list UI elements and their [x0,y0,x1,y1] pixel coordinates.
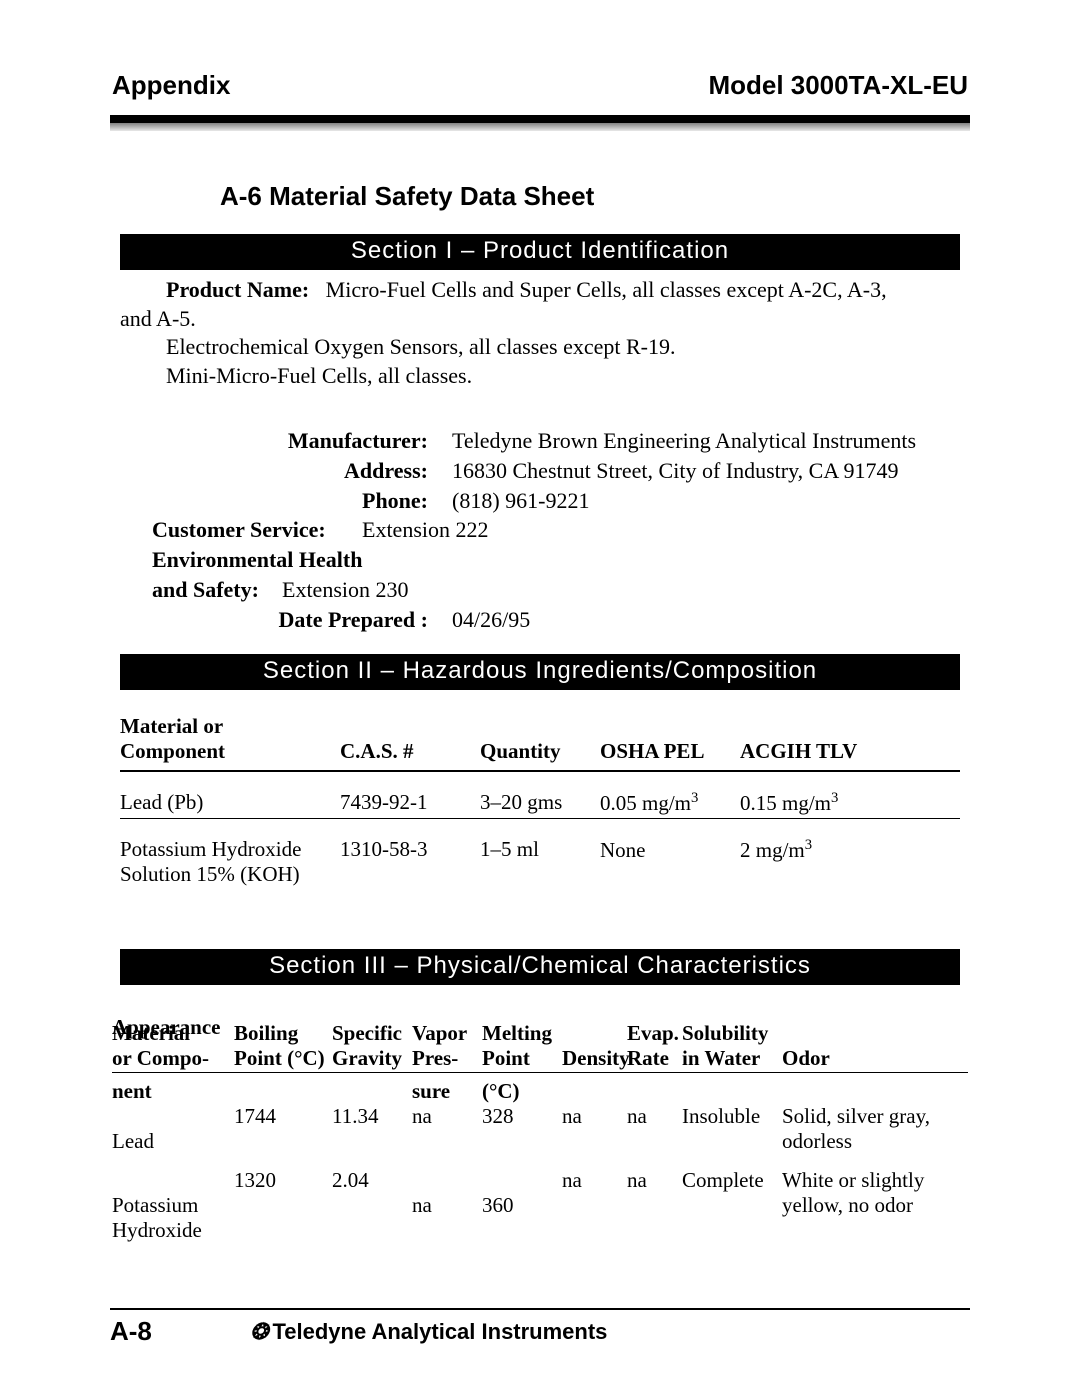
col-cas: C.A.S. # [340,739,480,764]
col-evap: Evap.Rate [627,1021,682,1071]
page-footer: A-8 ❂ Teledyne Analytical Instruments [110,1308,970,1347]
hazardous-table: Material or Component C.A.S. # Quantity … [120,714,960,889]
col-qty: Quantity [480,739,600,764]
cell: Solid, silver gray, odorless [782,1079,942,1154]
footer-rule [110,1308,970,1310]
cell-tlv: 2 mg/m3 [740,837,860,863]
phone-label: Phone: [152,486,452,516]
header-rule-gradient [110,123,970,131]
eh-label-1: Environmental Health [152,545,386,575]
hazardous-table-head: Material or Component C.A.S. # Quantity … [120,714,960,772]
cell: 360 [482,1168,562,1218]
header-left: Appendix [112,70,230,101]
product-name-text-a: Micro-Fuel Cells and Super Cells, all cl… [326,277,887,302]
cell-pel: 0.05 mg/m3 [600,790,740,816]
manufacturer-value: Teledyne Brown Engineering Analytical In… [452,426,960,456]
address-label: Address: [152,456,452,486]
cell: na [562,1079,627,1129]
section-3-bar: Section III – Physical/Chemical Characte… [120,949,960,985]
cell: Potassium Hydroxide [112,1168,234,1243]
col-gravity: SpecificGravity [332,1021,412,1071]
col-pel: OSHA PEL [600,739,740,764]
cell: Complete [682,1168,782,1193]
col-melting: MeltingPoint [482,1021,562,1071]
cs-label: Customer Service: [152,515,362,545]
footer-company: Teledyne Analytical Instruments [272,1319,607,1345]
page-header: Appendix Model 3000TA-XL-EU [110,70,970,101]
date-label: Date Prepared : [152,605,452,635]
product-name-text-b: and A-5. [120,306,196,331]
col-vapor: VaporPres- [412,1021,482,1071]
cell: White or slightly yellow, no odor [782,1168,942,1218]
col-odor-part: Odor [782,1046,822,1071]
section-1-bar: Section I – Product Identification [120,234,960,270]
cell-cas: 7439-92-1 [340,790,480,815]
col-density: Density [562,1046,627,1071]
phone-value: (818) 961-9221 [452,486,960,516]
date-value: 04/26/95 [452,605,960,635]
product-line-2: Electrochemical Oxygen Sensors, all clas… [166,334,676,359]
cell: na [627,1168,682,1193]
page-number: A-8 [110,1316,250,1347]
manufacturer-label: Manufacturer: [152,426,452,456]
section-1-body: Product Name: Micro-Fuel Cells and Super… [120,276,960,390]
table-row: nent Lead 1744 11.34 surena (°C)328 na n… [112,1073,968,1154]
page: Appendix Model 3000TA-XL-EU A-6 Material… [0,0,1080,1397]
cell: 2.04 [332,1168,412,1193]
eh-value: Extension 230 [282,575,960,605]
address-value: 16830 Chestnut Street, City of Industry,… [452,456,960,486]
cs-value: Extension 222 [362,515,960,545]
col-tlv: ACGIH TLV [740,739,860,764]
col-material: Material or Component [120,714,340,764]
footer-logo-icon: ❂ [250,1319,266,1345]
cell: Insoluble [682,1079,782,1129]
col-boiling: BoilingPoint (°C) [234,1021,332,1071]
doc-title: A-6 Material Safety Data Sheet [220,181,970,212]
table-row: Potassium Hydroxide Solution 15% (KOH) 1… [120,819,960,889]
cell: 11.34 [332,1079,412,1129]
cell: surena [412,1079,482,1129]
cell-material: Lead (Pb) [120,790,340,815]
cell-qty: 3–20 gms [480,790,600,815]
header-right: Model 3000TA-XL-EU [708,70,968,101]
col-solubility: Solubilityin Water [682,1021,782,1071]
physical-table-head: Materialor Compo- BoilingPoint (°C) Spec… [112,1021,968,1072]
cell: 1744 [234,1079,332,1129]
table-row: Lead (Pb) 7439-92-1 3–20 gms 0.05 mg/m3 … [120,772,960,819]
cell-material: Potassium Hydroxide Solution 15% (KOH) [120,837,340,887]
cell: nent Lead [112,1079,234,1154]
product-line-3: Mini-Micro-Fuel Cells, all classes. [166,363,472,388]
section-2-bar: Section II – Hazardous Ingredients/Compo… [120,654,960,690]
header-rule-black [110,115,970,123]
cell: na [627,1079,682,1129]
cell-tlv: 0.15 mg/m3 [740,790,860,816]
cell-cas: 1310-58-3 [340,837,480,862]
contact-block: Manufacturer: Teledyne Brown Engineering… [152,426,960,634]
cell-pel: None [600,837,740,863]
eh-label-2: and Safety: [152,575,282,605]
col-appearance: Appearance [112,1015,221,1040]
cell-qty: 1–5 ml [480,837,600,862]
physical-table: Materialor Compo- BoilingPoint (°C) Spec… [112,1021,968,1242]
product-name-label: Product Name: [166,277,309,302]
table-row: Potassium Hydroxide 1320 2.04 na 360 na … [112,1154,968,1243]
cell: 1320 [234,1168,332,1193]
cell: na [412,1168,482,1218]
cell: na [562,1168,627,1193]
cell: (°C)328 [482,1079,562,1129]
